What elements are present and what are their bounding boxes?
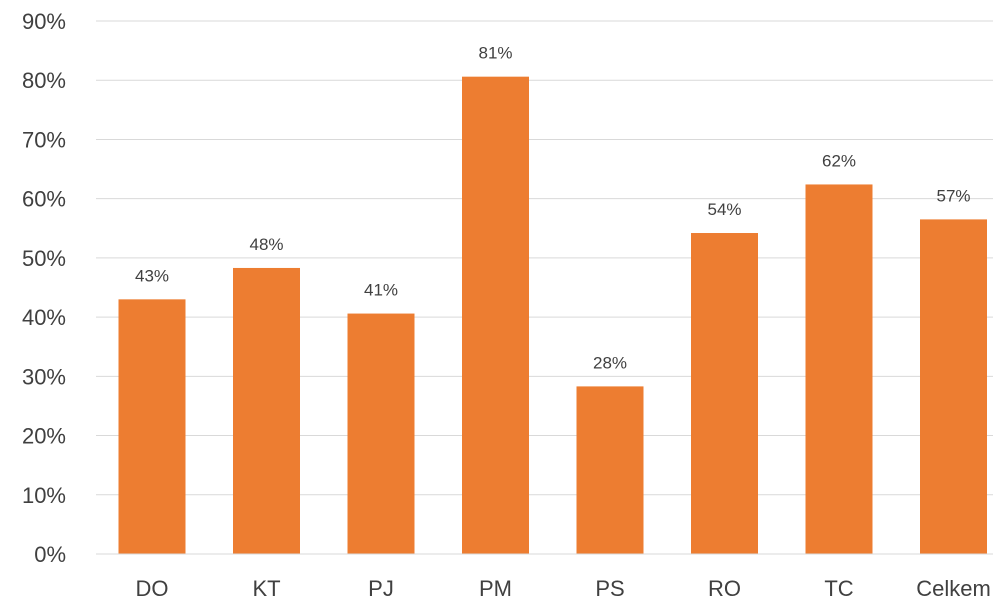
y-tick-label: 80%	[22, 68, 66, 93]
bar-ps	[576, 386, 644, 554]
x-axis-category-labels: DO KT PJ PM PS RO TC Celkem	[136, 576, 991, 601]
category-label-kt: KT	[252, 576, 280, 601]
category-label-celkem: Celkem	[916, 576, 991, 601]
data-label-do: 43%	[135, 266, 169, 285]
bar-pj	[347, 313, 415, 554]
category-label-tc: TC	[824, 576, 853, 601]
data-label-pj: 41%	[364, 281, 398, 300]
data-label-ro: 54%	[707, 200, 741, 219]
category-label-pm: PM	[479, 576, 512, 601]
data-label-celkem: 57%	[936, 186, 970, 205]
y-tick-label: 40%	[22, 305, 66, 330]
bar-pm	[462, 76, 529, 555]
bar-kt	[233, 267, 300, 554]
category-label-do: DO	[136, 576, 169, 601]
y-tick-label: 30%	[22, 364, 66, 389]
category-label-pj: PJ	[368, 576, 394, 601]
data-label-kt: 48%	[249, 235, 283, 254]
category-label-ps: PS	[595, 576, 624, 601]
y-tick-label: 10%	[22, 483, 66, 508]
y-tick-label: 90%	[22, 9, 66, 34]
y-axis-tick-labels: 0% 10% 20% 30% 40% 50% 60% 70% 80% 90%	[22, 9, 66, 567]
category-label-ro: RO	[708, 576, 741, 601]
bar-ro	[691, 233, 758, 554]
y-tick-label: 60%	[22, 187, 66, 212]
data-label-ps: 28%	[593, 353, 627, 372]
y-tick-label: 70%	[22, 127, 66, 152]
bar-tc	[805, 184, 873, 554]
bar-celkem	[920, 219, 987, 554]
data-label-pm: 81%	[478, 44, 512, 63]
y-tick-label: 0%	[34, 542, 66, 567]
y-tick-label: 50%	[22, 246, 66, 271]
y-tick-label: 20%	[22, 424, 66, 449]
data-labels: 43% 48% 41% 81% 28% 54% 62% 57%	[135, 44, 971, 373]
bar-do	[118, 299, 186, 554]
data-label-tc: 62%	[822, 151, 856, 170]
bars	[118, 76, 987, 555]
